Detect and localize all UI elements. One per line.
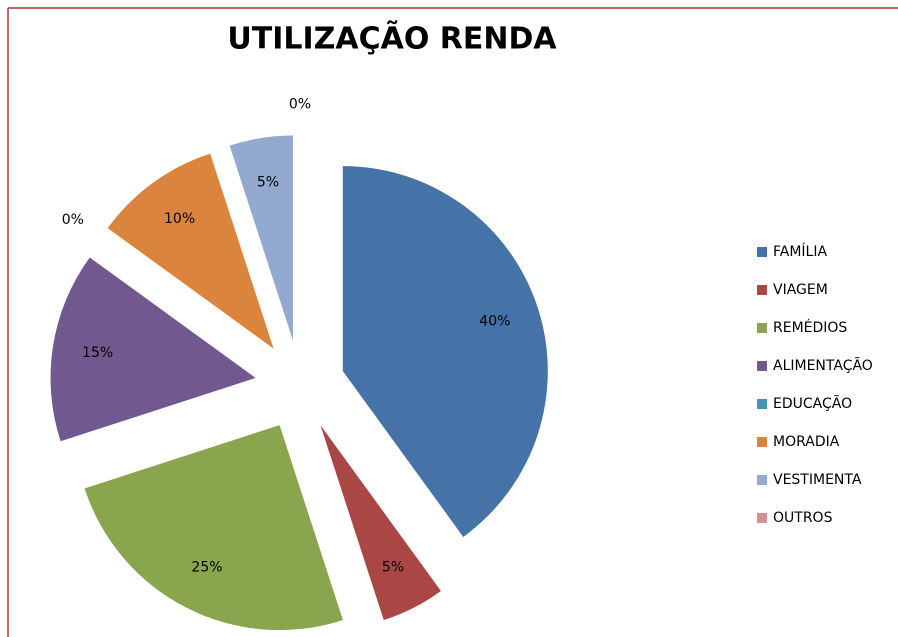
legend-label: VESTIMENTA <box>773 472 862 488</box>
data-label: 10% <box>164 211 195 227</box>
legend-label: VIAGEM <box>773 282 828 298</box>
data-label: 0% <box>62 212 84 228</box>
legend-swatch <box>757 475 767 485</box>
legend-label: ALIMENTAÇÃO <box>773 357 873 374</box>
legend-swatch <box>757 361 767 371</box>
legend-swatch <box>757 513 767 523</box>
data-label: 0% <box>289 96 311 112</box>
legend-label: MORADIA <box>773 434 840 450</box>
legend-label: REMÉDIOS <box>773 319 847 336</box>
legend-label: EDUCAÇÃO <box>773 395 852 412</box>
pie-slice <box>229 135 293 341</box>
pie-slice <box>342 166 548 537</box>
legend-label: OUTROS <box>773 510 833 526</box>
pie-slice <box>320 425 441 621</box>
pie-slice <box>50 257 256 442</box>
pie-slice <box>107 153 274 349</box>
legend-swatch <box>757 323 767 333</box>
pie-slice <box>84 425 343 631</box>
data-label: 40% <box>479 314 510 330</box>
data-label: 25% <box>191 560 222 576</box>
legend-swatch <box>757 399 767 409</box>
legend-swatch <box>757 247 767 257</box>
chart-title: UTILIZAÇÃO RENDA <box>227 20 557 57</box>
legend-label: FAMÍLIA <box>773 243 827 260</box>
data-label: 15% <box>82 345 113 361</box>
legend-swatch <box>757 437 767 447</box>
data-label: 5% <box>257 175 279 191</box>
data-label: 5% <box>382 560 404 576</box>
legend-swatch <box>757 285 767 295</box>
